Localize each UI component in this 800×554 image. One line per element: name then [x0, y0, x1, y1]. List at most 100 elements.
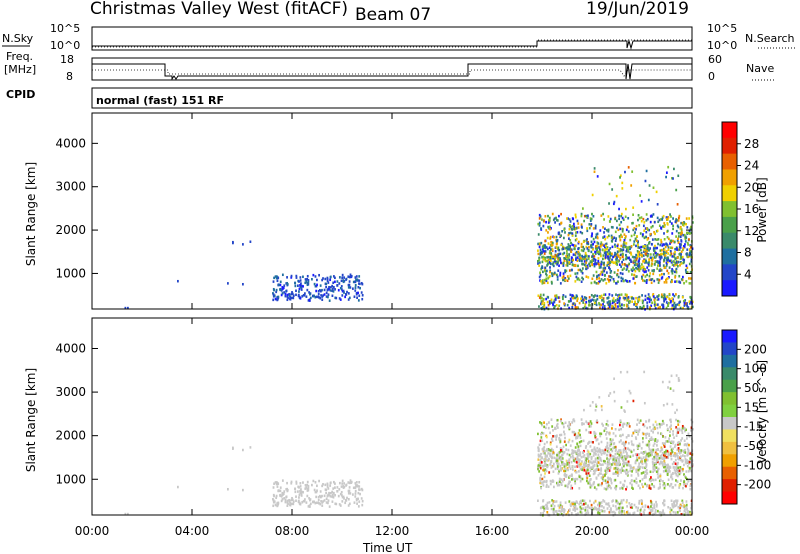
echo-cell — [615, 259, 618, 263]
echo-cell — [297, 294, 300, 298]
echo-cell — [670, 448, 673, 452]
nsky-tick-top: 10^5 — [50, 22, 80, 35]
echo-cell — [545, 274, 548, 277]
echo-cell — [579, 268, 582, 272]
echo-cell — [580, 440, 583, 443]
echo-cell — [612, 438, 614, 442]
echo-cell — [555, 509, 558, 513]
echo-cell — [665, 264, 668, 267]
echo-cell — [644, 456, 647, 459]
echo-cell — [305, 280, 308, 283]
echo-cell — [620, 406, 623, 409]
echo-cell — [675, 188, 678, 192]
echo-cell — [663, 224, 666, 227]
echo-cell — [600, 468, 603, 472]
echo-cell — [682, 449, 685, 453]
echo-cell — [635, 470, 638, 474]
echo-cell — [552, 264, 555, 268]
colorbar-swatch — [722, 216, 737, 234]
echo-cell — [562, 247, 565, 251]
echo-cell — [597, 252, 600, 256]
echo-cell — [659, 473, 662, 477]
echo-cell — [580, 270, 583, 273]
echo-cell — [679, 235, 682, 239]
echo-cell — [663, 281, 666, 284]
echo-cell — [358, 485, 361, 488]
echo-cell — [545, 458, 547, 461]
echo-cell — [643, 268, 646, 272]
echo-cell — [598, 396, 601, 399]
echo-cell — [680, 439, 682, 442]
echo-cell — [553, 258, 556, 262]
echo-cell — [556, 484, 559, 487]
echo-cell — [561, 480, 564, 483]
echo-cell — [272, 500, 275, 504]
echo-cell — [667, 386, 669, 389]
echo-cell — [619, 456, 622, 459]
echo-cell — [646, 443, 649, 447]
echo-cell — [625, 305, 628, 308]
echo-cell — [660, 293, 663, 296]
echo-cell — [302, 481, 304, 484]
echo-cell — [280, 289, 283, 292]
echo-cell — [556, 256, 559, 259]
echo-cell — [676, 248, 678, 251]
echo-cell — [669, 418, 672, 422]
freq-panel — [91, 57, 693, 81]
echo-cell — [553, 306, 555, 310]
echo-cell — [307, 299, 310, 302]
echo-cell — [650, 476, 652, 479]
echo-cell — [658, 260, 661, 263]
echo-cell — [651, 509, 654, 512]
echo-cell — [639, 509, 642, 512]
echo-cell — [614, 427, 617, 431]
echo-cell — [678, 248, 681, 251]
echo-cell — [272, 493, 275, 497]
echo-cell — [643, 279, 646, 283]
echo-cell — [646, 454, 649, 457]
echo-cell — [644, 450, 647, 454]
echo-cell — [549, 479, 552, 483]
echo-cell — [655, 459, 658, 463]
echo-cell — [539, 251, 542, 254]
echo-cell — [275, 288, 278, 292]
echo-cell — [616, 253, 619, 256]
echo-cell — [646, 273, 649, 277]
echo-cell — [636, 423, 638, 426]
echo-cell — [672, 471, 674, 475]
echo-cell — [300, 492, 303, 495]
echo-cell — [348, 280, 351, 283]
echo-cell — [675, 280, 678, 283]
echo-cell — [572, 502, 574, 506]
echo-cell — [567, 233, 570, 237]
echo-cell — [607, 460, 610, 463]
echo-cell — [550, 301, 553, 304]
echo-cell — [626, 370, 629, 374]
echo-cell — [649, 509, 652, 513]
echo-cell — [651, 457, 654, 461]
echo-cell — [594, 300, 597, 304]
colorbar-swatch — [722, 342, 737, 356]
echo-cell — [676, 219, 678, 222]
echo-cell — [566, 303, 569, 307]
echo-cell — [610, 486, 612, 490]
echo-cell — [614, 460, 616, 463]
echo-cell — [646, 301, 649, 304]
echo-cell — [561, 463, 564, 466]
echo-cell — [550, 437, 553, 441]
echo-cell — [641, 275, 643, 279]
echo-cell — [289, 298, 292, 301]
echo-cell — [667, 303, 669, 307]
echo-cell — [617, 450, 619, 454]
echo-cell — [361, 503, 364, 507]
echo-cell — [663, 248, 666, 252]
echo-cell — [547, 421, 550, 424]
echo-cell — [586, 470, 589, 473]
echo-cell — [585, 259, 588, 262]
echo-cell — [585, 444, 588, 448]
echo-cell — [274, 503, 277, 507]
echo-cell — [292, 502, 295, 506]
echo-cell — [553, 235, 555, 239]
echo-cell — [272, 280, 275, 283]
